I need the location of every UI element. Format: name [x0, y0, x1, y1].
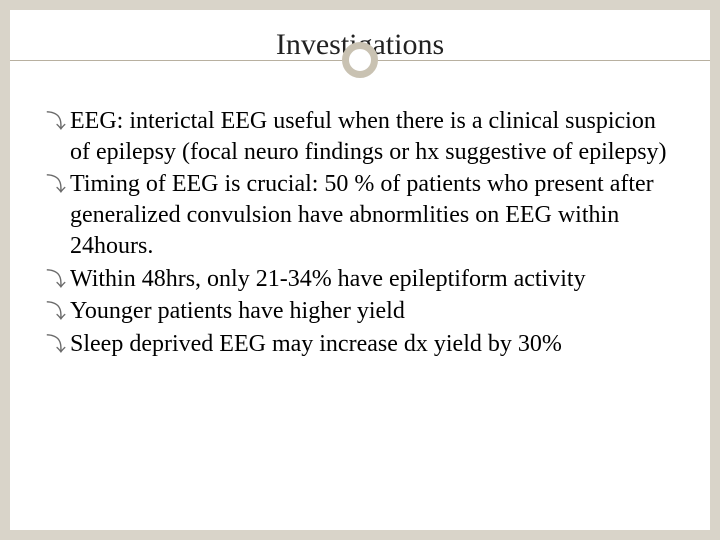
list-item: ⤵ Timing of EEG is crucial: 50 % of pati…: [46, 169, 680, 261]
title-circle-accent: [342, 42, 378, 78]
title-region: Investigations: [40, 28, 680, 78]
bullet-icon: ⤵: [46, 173, 66, 199]
bullet-icon: ⤵: [46, 268, 66, 294]
bullet-text: Timing of EEG is crucial: 50 % of patien…: [70, 169, 680, 261]
bullet-text: Within 48hrs, only 21-34% have epileptif…: [70, 264, 680, 295]
slide-container: Investigations ⤵ EEG: interictal EEG use…: [10, 10, 710, 530]
list-item: ⤵ Sleep deprived EEG may increase dx yie…: [46, 329, 680, 360]
list-item: ⤵ Younger patients have higher yield: [46, 296, 680, 327]
list-item: ⤵ EEG: interictal EEG useful when there …: [46, 106, 680, 167]
bullet-icon: ⤵: [46, 110, 66, 136]
bullet-text: EEG: interictal EEG useful when there is…: [70, 106, 680, 167]
bullet-icon: ⤵: [46, 333, 66, 359]
list-item: ⤵ Within 48hrs, only 21-34% have epilept…: [46, 264, 680, 295]
content-region: ⤵ EEG: interictal EEG useful when there …: [40, 106, 680, 360]
bullet-text: Younger patients have higher yield: [70, 296, 680, 327]
bullet-text: Sleep deprived EEG may increase dx yield…: [70, 329, 680, 360]
bullet-icon: ⤵: [46, 300, 66, 326]
